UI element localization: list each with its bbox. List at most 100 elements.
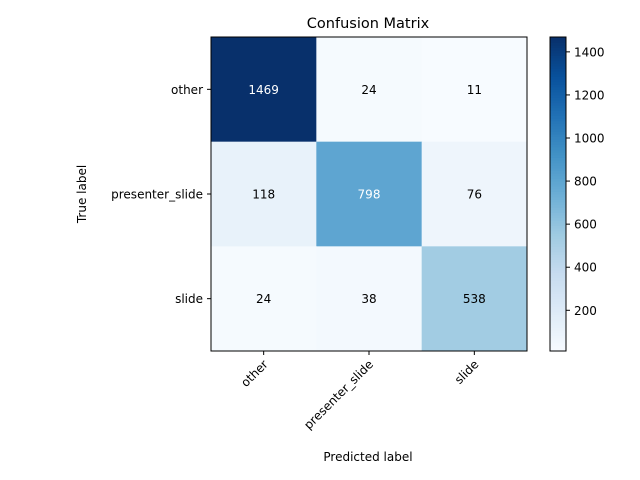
colorbar-segment [550, 251, 566, 255]
colorbar-segment [550, 228, 566, 232]
colorbar-segment [550, 330, 566, 334]
colorbar-segment [550, 233, 566, 237]
colorbar-segment [550, 248, 566, 253]
colorbar-segment [550, 149, 566, 153]
colorbar-segment [550, 230, 566, 234]
cell-value-label: 1469 [248, 83, 279, 97]
colorbar-segment [550, 256, 566, 261]
colorbar-segment [550, 65, 566, 69]
cell-value-label: 798 [358, 188, 381, 202]
colorbar-segment [550, 201, 566, 206]
colorbar-segment [550, 68, 566, 72]
colorbar-segment [550, 335, 566, 339]
colorbar-segment [550, 345, 566, 349]
heatmap-cell [316, 246, 423, 352]
colorbar-segment [550, 309, 566, 313]
colorbar-segment [550, 165, 566, 169]
colorbar-segment [550, 343, 566, 347]
colorbar-segment [550, 214, 566, 219]
colorbar-segment [550, 267, 566, 271]
colorbar-segment [550, 332, 566, 336]
colorbar-segment [550, 99, 566, 104]
colorbar-segment [550, 264, 566, 268]
colorbar-segment [550, 180, 566, 185]
colorbar-segment [550, 118, 566, 122]
colorbar-segment [550, 110, 566, 114]
colorbar-tick-label: 1400 [574, 45, 605, 59]
colorbar-segment [550, 316, 566, 321]
colorbar-segment [550, 133, 566, 138]
heatmap-cell [211, 246, 317, 352]
colorbar-segment [550, 340, 566, 344]
colorbar-segment [550, 246, 566, 250]
colorbar-segment [550, 290, 566, 295]
cell-value-label: 76 [467, 188, 482, 202]
colorbar-segment [550, 337, 566, 342]
colorbar-segment [550, 71, 566, 75]
x-axis-ticks: other presenter_slide slide [238, 351, 481, 432]
heatmap-cells: 1469 24 11 118 798 76 24 38 538 [211, 37, 528, 352]
colorbar-segment [550, 81, 566, 85]
colorbar-segment [550, 173, 566, 177]
colorbar-segment [550, 207, 566, 211]
colorbar-segment [550, 89, 566, 93]
heatmap-cell [316, 141, 423, 247]
heatmap-cell [421, 141, 528, 247]
colorbar-segment [550, 293, 566, 297]
colorbar-segment [550, 301, 566, 305]
colorbar-segment [550, 78, 566, 83]
colorbar-segment [550, 47, 566, 51]
colorbar-segment [550, 178, 566, 182]
colorbar-segment [550, 86, 566, 90]
colorbar-segment [550, 241, 566, 245]
colorbar-segment [550, 186, 566, 190]
colorbar-segment [550, 225, 566, 229]
colorbar-segment [550, 115, 566, 119]
colorbar-segment [550, 280, 566, 284]
colorbar-segment [550, 152, 566, 156]
colorbar-segment [550, 311, 566, 315]
colorbar-segment [550, 44, 566, 49]
colorbar-segment [550, 188, 566, 192]
y-tick-label: other [171, 83, 203, 97]
colorbar-segment [550, 285, 566, 289]
heatmap-cell [211, 141, 317, 247]
colorbar-segment [550, 191, 566, 195]
cell-value-label: 11 [467, 83, 482, 97]
colorbar-segment [550, 136, 566, 140]
x-tick-label: presenter_slide [301, 357, 376, 432]
colorbar-segment [550, 105, 566, 109]
colorbar-segment [550, 324, 566, 329]
cell-value-label: 38 [361, 292, 376, 306]
colorbar-segment [550, 162, 566, 166]
colorbar-segment [550, 139, 566, 143]
colorbar-segment [550, 97, 566, 101]
colorbar-segment [550, 128, 566, 132]
x-tick-label: slide [452, 357, 482, 387]
colorbar-segment [550, 275, 566, 279]
colorbar-tick-label: 1200 [574, 88, 605, 102]
x-tick-label: other [238, 357, 271, 390]
colorbar-segment [550, 57, 566, 62]
colorbar-segment [550, 123, 566, 127]
colorbar-segment [550, 272, 566, 276]
colorbar-segment [550, 217, 566, 221]
colorbar-segment [550, 306, 566, 310]
chart-title: Confusion Matrix [307, 16, 430, 32]
colorbar-segment [550, 91, 566, 96]
cell-value-label: 538 [463, 292, 486, 306]
heatmap-cell [421, 37, 528, 143]
colorbar-segment [550, 167, 566, 172]
colorbar-segment [550, 154, 566, 158]
colorbar-segment [550, 322, 566, 326]
colorbar-segment [550, 262, 566, 266]
colorbar-segment [550, 37, 566, 41]
colorbar-segment [550, 175, 566, 179]
colorbar-segment [550, 282, 566, 287]
colorbar-segment [550, 112, 566, 117]
colorbar-segment [550, 303, 566, 308]
colorbar-segment [550, 42, 566, 46]
y-tick-label: slide [175, 292, 203, 306]
colorbar-segment [550, 319, 566, 323]
